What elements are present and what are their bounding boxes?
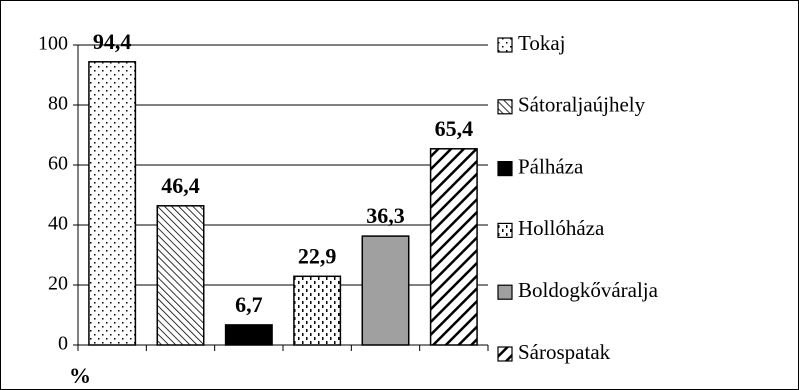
value-label: 94,4	[93, 29, 132, 54]
y-tick-label: 20	[48, 273, 68, 295]
legend-label: Hollóháza	[518, 216, 605, 240]
y-tick-label: 0	[58, 333, 68, 355]
bar	[156, 205, 205, 346]
legend-swatch	[497, 161, 513, 177]
bar	[224, 324, 273, 346]
legend-swatch	[497, 284, 513, 300]
legend-label: Sátoraljaújhely	[518, 93, 646, 117]
value-label: 22,9	[298, 243, 337, 268]
legend-label: Sárospatak	[518, 340, 611, 364]
legend-swatch	[497, 346, 513, 362]
legend-swatch	[497, 99, 513, 115]
legend-label: Pálháza	[518, 154, 584, 178]
value-label: 6,7	[235, 292, 263, 317]
bar	[293, 275, 342, 346]
bar	[429, 148, 478, 346]
y-axis-label: %	[69, 363, 91, 388]
bar	[88, 61, 137, 346]
value-label: 65,4	[435, 116, 474, 141]
y-tick-label: 80	[48, 93, 68, 115]
y-tick-label: 60	[48, 153, 68, 175]
legend-swatch	[497, 37, 513, 53]
legend-label: Tokaj	[518, 31, 566, 55]
value-label: 46,4	[161, 173, 200, 198]
legend-label: Boldogkőváralja	[518, 278, 659, 302]
bar	[361, 235, 410, 346]
y-tick-label: 100	[38, 33, 68, 55]
legend-swatch	[497, 222, 513, 238]
value-label: 36,3	[366, 203, 405, 228]
y-tick-label: 40	[48, 213, 68, 235]
